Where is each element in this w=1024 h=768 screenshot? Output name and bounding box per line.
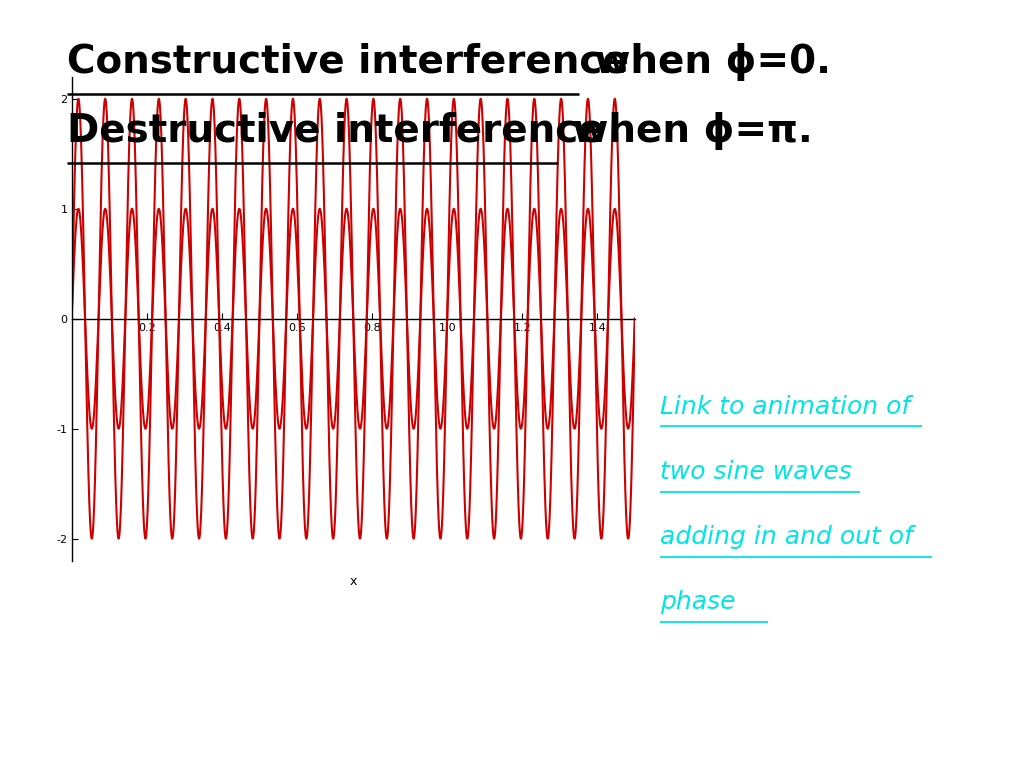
Text: when ϕ=π.: when ϕ=π. <box>559 112 813 150</box>
Text: Constructive interference: Constructive interference <box>67 43 629 81</box>
Text: Destructive interference: Destructive interference <box>67 112 604 150</box>
Text: phase: phase <box>660 591 736 614</box>
Text: adding in and out of: adding in and out of <box>660 525 913 549</box>
Text: Link to animation of: Link to animation of <box>660 395 910 419</box>
X-axis label: x: x <box>349 575 357 588</box>
Text: two sine waves: two sine waves <box>660 460 852 484</box>
Text: when ϕ=0.: when ϕ=0. <box>581 43 830 81</box>
